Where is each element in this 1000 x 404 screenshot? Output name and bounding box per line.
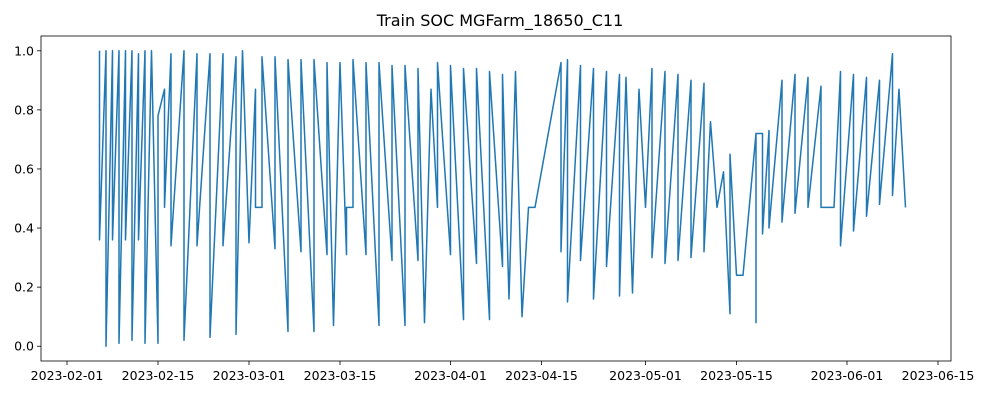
y-tick-label-3: 0.6 bbox=[14, 161, 34, 176]
chart-title: Train SOC MGFarm_18650_C11 bbox=[376, 11, 624, 30]
x-tick-label-4: 2023-04-01 bbox=[414, 368, 487, 383]
axes-frame bbox=[40, 35, 952, 362]
x-tick-label-2: 2023-03-01 bbox=[213, 368, 286, 383]
x-tick-label-3: 2023-03-15 bbox=[304, 368, 377, 383]
y-tick-label-5: 1.0 bbox=[14, 43, 34, 58]
y-tick-label-0: 0.0 bbox=[14, 339, 34, 354]
x-tick-label-9: 2023-06-15 bbox=[902, 368, 975, 383]
y-tick-label-4: 0.8 bbox=[14, 102, 34, 117]
x-tick-label-7: 2023-05-15 bbox=[700, 368, 773, 383]
y-tick-label-1: 0.2 bbox=[14, 280, 34, 295]
series-line-0 bbox=[98, 50, 907, 347]
x-tick-label-0: 2023-02-01 bbox=[31, 368, 104, 383]
x-tick-label-6: 2023-05-01 bbox=[609, 368, 682, 383]
x-tick-label-1: 2023-02-15 bbox=[122, 368, 195, 383]
y-tick-label-2: 0.4 bbox=[14, 221, 34, 236]
x-tick-label-5: 2023-04-15 bbox=[505, 368, 578, 383]
x-tick-label-8: 2023-06-01 bbox=[811, 368, 884, 383]
